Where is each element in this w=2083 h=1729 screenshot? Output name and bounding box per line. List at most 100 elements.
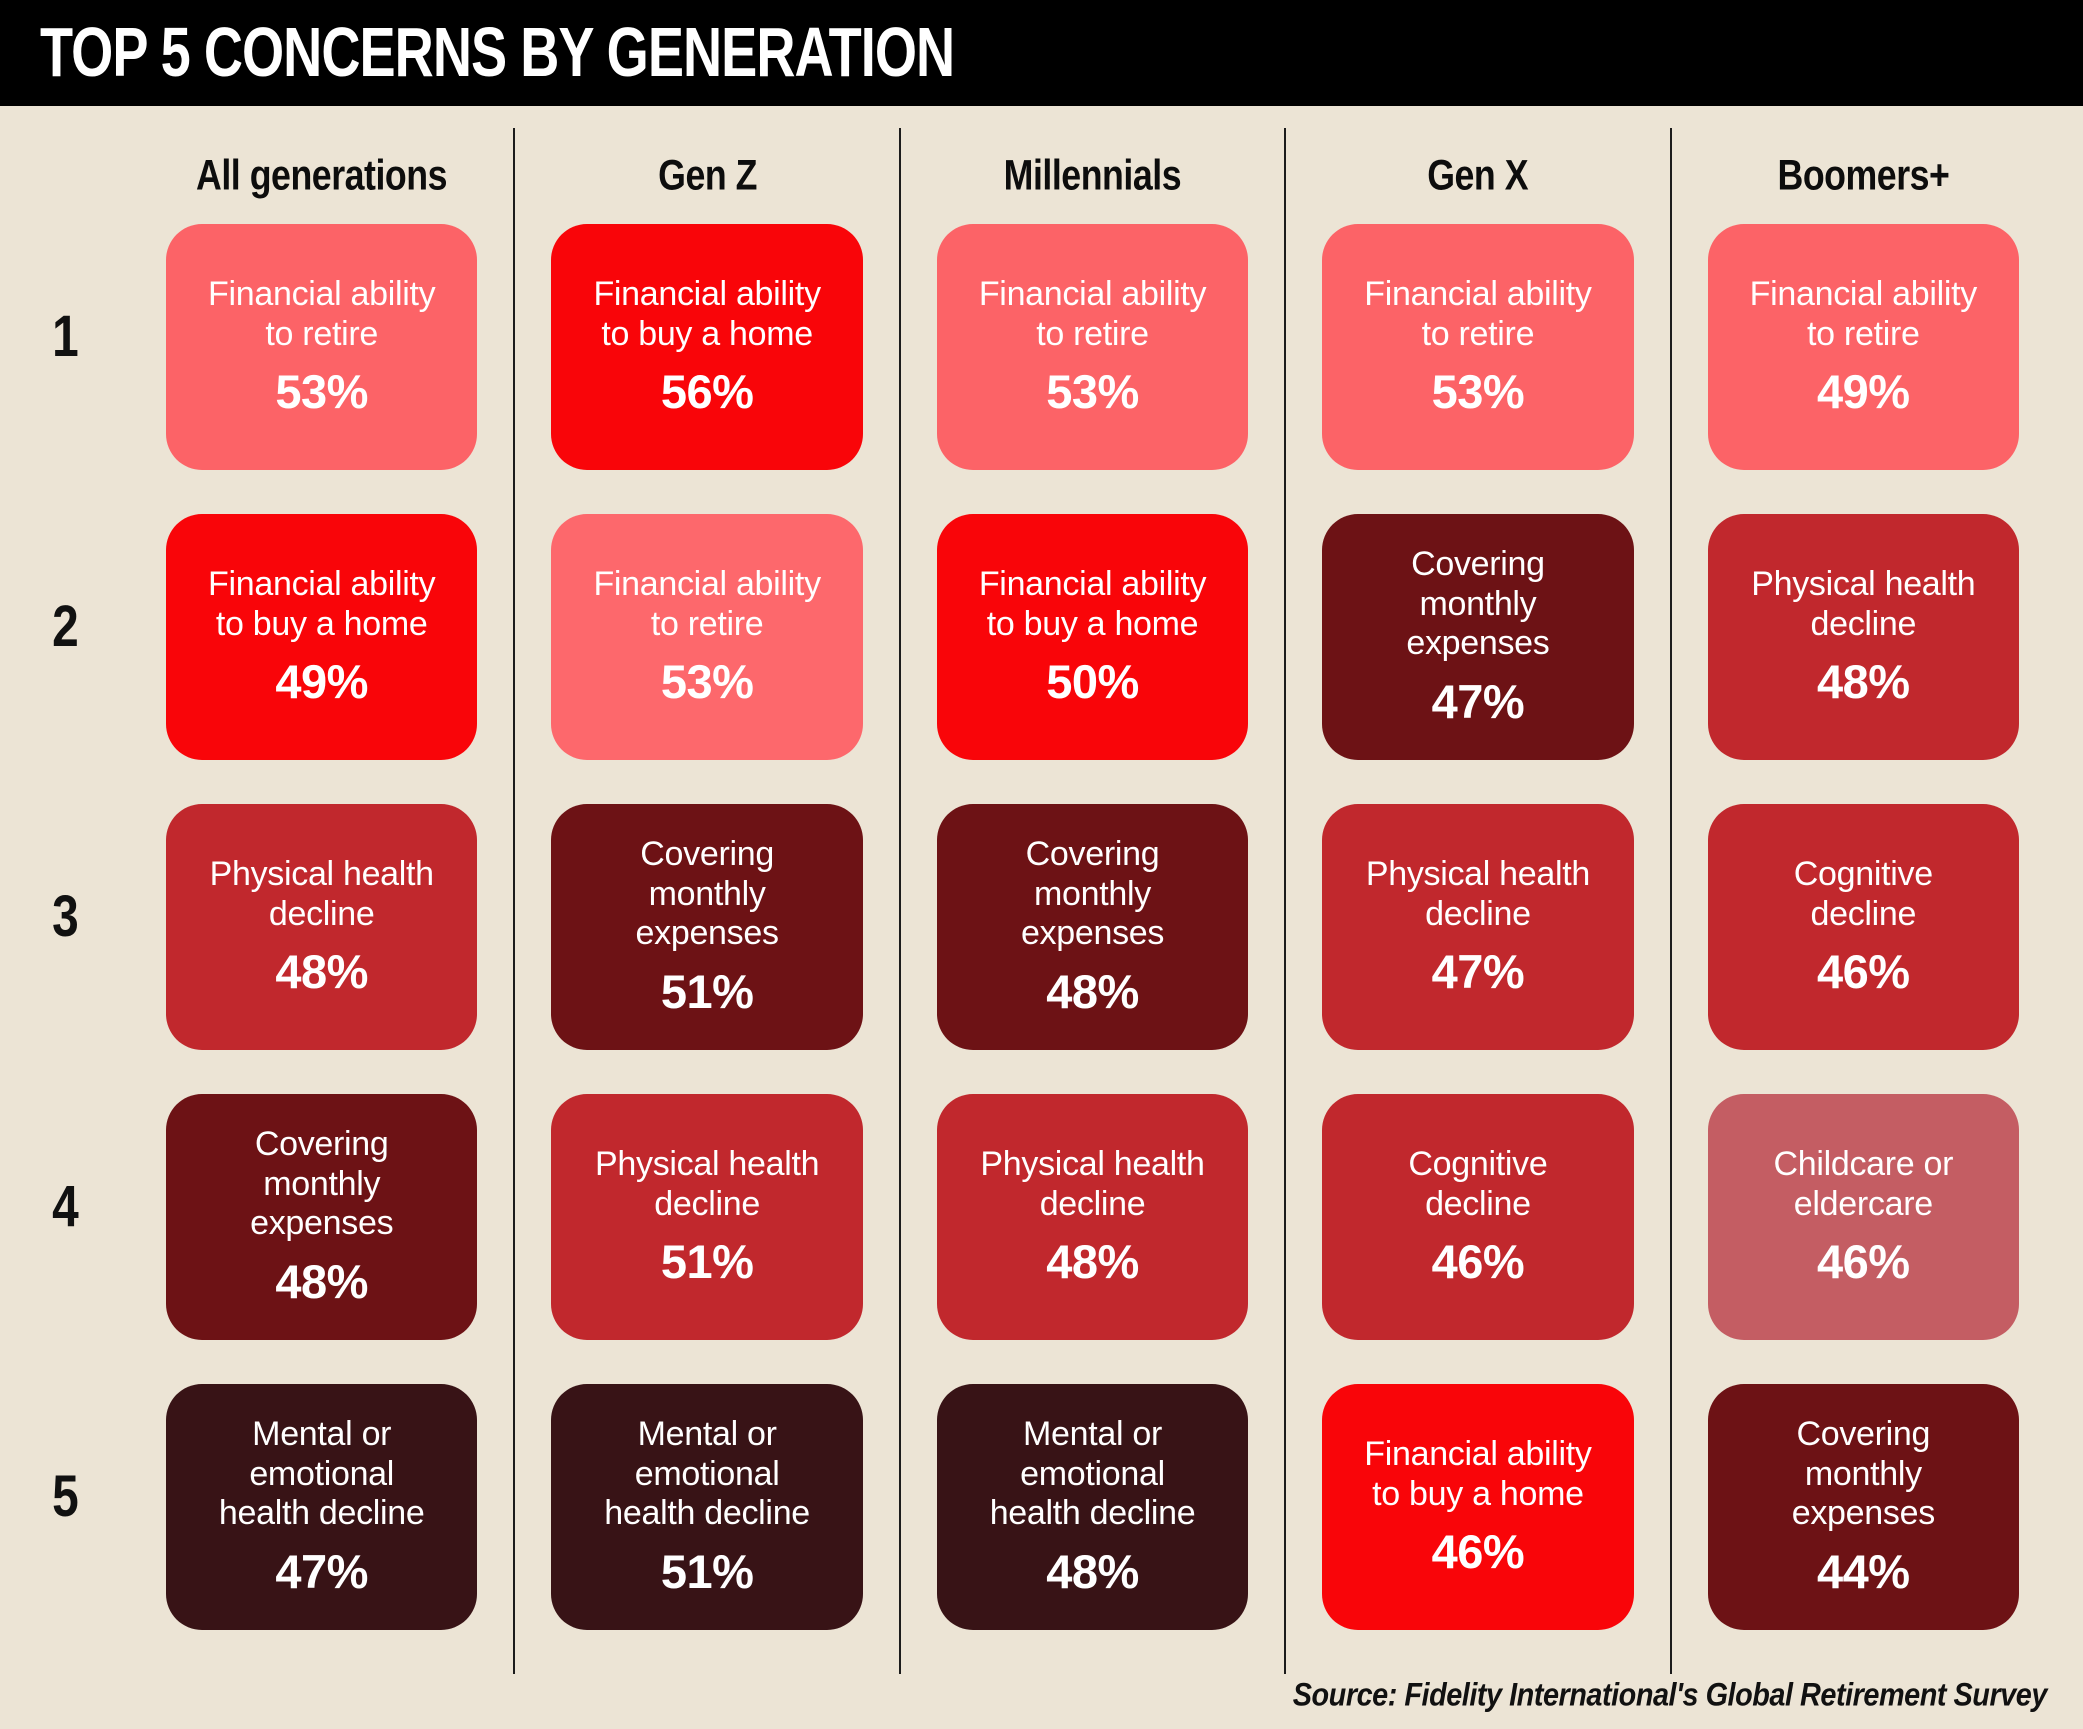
cell-slot-rank-1: Financial ability to buy a home 56% [515, 224, 898, 514]
generation-column-boomers: Boomers+ Financial ability to retire 49% Ph… [1669, 128, 2055, 1674]
concern-card-gen-x-rank-5: Financial ability to buy a home 46% [1322, 1384, 1634, 1630]
cell-slot-rank-1: Financial ability to retire 53% [901, 224, 1284, 514]
column-header-label: Boomers+ [1777, 151, 1950, 199]
concern-value: 49% [1817, 364, 1910, 418]
concern-label: Mental or emotional health decline [604, 1415, 810, 1533]
concern-card-millennials-rank-2: Financial ability to buy a home 50% [936, 514, 1249, 760]
concern-value: 48% [1046, 1544, 1139, 1598]
cell-slot-rank-4: Physical health decline 48% [901, 1094, 1284, 1384]
concern-label: Cognitive decline [1793, 855, 1933, 933]
column-header-millennials: Millennials [901, 128, 1284, 224]
column-header-label: Gen X [1427, 151, 1529, 199]
concern-card-gen-z-rank-5: Mental or emotional health decline 51% [551, 1384, 863, 1630]
concerns-table: 1 2 3 4 5 All generations Financial ability t… [0, 106, 2083, 1674]
concern-label: Cognitive decline [1408, 1145, 1548, 1223]
concern-card-gen-z-rank-4: Physical health decline 51% [551, 1094, 863, 1340]
concern-value: 56% [660, 364, 754, 418]
cell-slot-rank-5: Mental or emotional health decline 48% [901, 1384, 1284, 1674]
rank-number: 4 [51, 1174, 79, 1240]
rank-number: 2 [51, 594, 79, 660]
concern-card-gen-x-rank-3: Physical health decline 47% [1322, 804, 1634, 1050]
generation-column-all-generations: All generations Financial ability to reti… [130, 128, 513, 1674]
concern-label: Covering monthly expenses [635, 835, 779, 953]
cell-slot-rank-5: Financial ability to buy a home 46% [1286, 1384, 1669, 1674]
concern-card-gen-z-rank-1: Financial ability to buy a home 56% [551, 224, 863, 470]
concern-value: 53% [275, 364, 368, 418]
cell-slot-rank-2: Financial ability to buy a home 50% [901, 514, 1284, 804]
concern-card-millennials-rank-1: Financial ability to retire 53% [936, 224, 1249, 470]
concern-label: Financial ability to retire [208, 275, 436, 353]
concern-card-gen-x-rank-4: Cognitive decline 46% [1322, 1094, 1634, 1340]
concern-value: 51% [660, 1544, 754, 1598]
page-title: TOP 5 CONCERNS BY GENERATION [40, 13, 955, 93]
concern-card-millennials-rank-4: Physical health decline 48% [936, 1094, 1249, 1340]
concern-card-boomers-rank-3: Cognitive decline 46% [1707, 804, 2020, 1050]
rank-column: 1 2 3 4 5 [0, 128, 130, 1674]
concern-value: 46% [1817, 1234, 1910, 1288]
generation-column-gen-x: Gen X Financial ability to retire 53% Cover… [1284, 128, 1669, 1674]
concern-value: 47% [1431, 944, 1525, 998]
cell-slot-rank-2: Physical health decline 48% [1672, 514, 2055, 804]
rank-number: 1 [51, 304, 79, 370]
concern-label: Physical health decline [1365, 855, 1591, 933]
concern-value: 51% [660, 964, 754, 1018]
concern-label: Financial ability to buy a home [208, 565, 436, 643]
cell-slot-rank-1: Financial ability to retire 49% [1672, 224, 2055, 514]
concern-value: 48% [1817, 654, 1910, 708]
rank-column-spacer [0, 128, 130, 224]
concern-value: 50% [1046, 654, 1139, 708]
concern-card-boomers-rank-5: Covering monthly expenses 44% [1707, 1384, 2020, 1630]
concern-value: 48% [275, 1254, 368, 1308]
concern-value: 44% [1817, 1544, 1910, 1598]
concern-card-gen-x-rank-2: Covering monthly expenses 47% [1322, 514, 1634, 760]
cell-slot-rank-2: Covering monthly expenses 47% [1286, 514, 1669, 804]
concern-label: Financial ability to retire [978, 275, 1207, 353]
cell-slot-rank-2: Financial ability to buy a home 49% [130, 514, 513, 804]
concern-label: Covering monthly expenses [250, 1125, 394, 1243]
concern-card-boomers-rank-1: Financial ability to retire 49% [1707, 224, 2020, 470]
generation-column-gen-z: Gen Z Financial ability to buy a home 56% F… [513, 128, 898, 1674]
cell-slot-rank-4: Cognitive decline 46% [1286, 1094, 1669, 1384]
concern-value: 49% [275, 654, 368, 708]
concern-label: Financial ability to buy a home [978, 565, 1207, 643]
rank-number: 5 [51, 1464, 79, 1530]
concern-card-millennials-rank-5: Mental or emotional health decline 48% [936, 1384, 1249, 1630]
rank-label-3: 3 [0, 804, 130, 1094]
rank-label-1: 1 [0, 224, 130, 514]
concern-card-gen-x-rank-1: Financial ability to retire 53% [1322, 224, 1634, 470]
concern-card-gen-z-rank-3: Covering monthly expenses 51% [551, 804, 863, 1050]
column-header-label: Millennials [1003, 151, 1182, 199]
concern-card-all-generations-rank-3: Physical health decline 48% [166, 804, 478, 1050]
rank-number: 3 [51, 884, 79, 950]
column-header-label: All generations [196, 151, 448, 199]
concern-value: 53% [1046, 364, 1139, 418]
cell-slot-rank-1: Financial ability to retire 53% [130, 224, 513, 514]
cell-slot-rank-4: Childcare or eldercare 46% [1672, 1094, 2055, 1384]
concern-card-all-generations-rank-2: Financial ability to buy a home 49% [166, 514, 478, 760]
cell-slot-rank-3: Covering monthly expenses 48% [901, 804, 1284, 1094]
concern-value: 46% [1431, 1524, 1525, 1578]
cell-slot-rank-2: Financial ability to retire 53% [515, 514, 898, 804]
column-header-all-generations: All generations [130, 128, 513, 224]
cell-slot-rank-4: Physical health decline 51% [515, 1094, 898, 1384]
concern-value: 48% [275, 944, 368, 998]
concern-label: Covering monthly expenses [1020, 835, 1165, 953]
generation-columns: All generations Financial ability to reti… [130, 128, 2055, 1674]
concern-label: Physical health decline [595, 1145, 820, 1223]
concern-label: Childcare or eldercare [1773, 1145, 1954, 1223]
concern-value: 47% [275, 1544, 368, 1598]
cell-slot-rank-3: Physical health decline 47% [1286, 804, 1669, 1094]
concern-value: 48% [1046, 1234, 1139, 1288]
concern-label: Financial ability to retire [1364, 275, 1592, 353]
cell-slot-rank-3: Cognitive decline 46% [1672, 804, 2055, 1094]
column-header-boomers: Boomers+ [1672, 128, 2055, 224]
cell-slot-rank-1: Financial ability to retire 53% [1286, 224, 1669, 514]
column-header-gen-z: Gen Z [515, 128, 898, 224]
cell-slot-rank-3: Covering monthly expenses 51% [515, 804, 898, 1094]
concern-card-millennials-rank-3: Covering monthly expenses 48% [936, 804, 1249, 1050]
concern-label: Financial ability to buy a home [593, 275, 821, 353]
concern-card-boomers-rank-4: Childcare or eldercare 46% [1707, 1094, 2020, 1340]
cell-slot-rank-4: Covering monthly expenses 48% [130, 1094, 513, 1384]
source-note: Source: Fidelity International's Global … [1292, 1676, 2048, 1713]
